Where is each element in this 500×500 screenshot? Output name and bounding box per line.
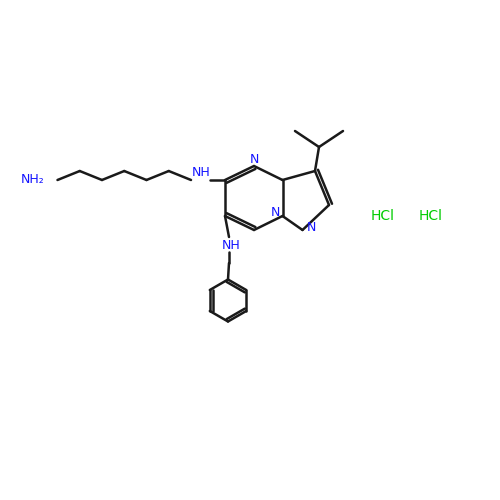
Text: HCl: HCl (419, 209, 443, 223)
Text: N: N (306, 221, 316, 234)
Text: N: N (250, 153, 259, 166)
Text: N: N (270, 206, 280, 218)
Text: HCl: HCl (370, 209, 394, 223)
Text: NH: NH (192, 166, 211, 179)
Text: NH₂: NH₂ (21, 173, 45, 186)
Text: NH: NH (222, 239, 240, 252)
